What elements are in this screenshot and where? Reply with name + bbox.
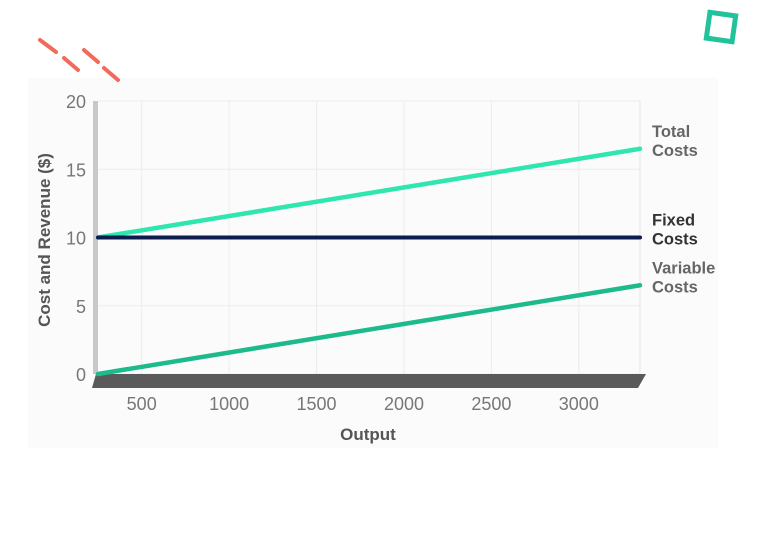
y-tick-label: 10 [66,229,86,249]
decoration-layer [38,9,739,82]
total-costs-line [95,146,643,240]
x-axis-title: Output [340,425,396,444]
label-line: Fixed [652,212,695,230]
total-costs-label: Total Costs [652,123,698,160]
variable-costs-line [95,283,643,377]
dash-icon [62,56,80,72]
series-lines [95,146,643,377]
dash-icon [38,38,58,54]
tick-labels: 0 5 10 15 20 500 1000 1500 2000 2500 3000 [66,92,599,414]
label-line: Costs [652,142,698,160]
y-tick-label: 0 [76,365,86,385]
x-axis-base [92,374,646,388]
label-line: Costs [652,278,698,296]
y-tick-label: 5 [76,297,86,317]
y-tick-label: 20 [66,92,86,112]
fixed-costs-label: Fixed Costs [652,212,698,249]
y-axis-title: Cost and Revenue ($) [35,153,54,327]
variable-costs-label: Variable Costs [652,259,715,296]
x-tick-label: 1000 [209,394,249,414]
square-outline-icon [703,9,739,45]
y-tick-label: 15 [66,160,86,180]
x-tick-label: 2000 [384,394,424,414]
dash-icon [102,66,120,82]
label-line: Variable [652,259,715,277]
dash-icon [82,48,100,64]
label-line: Total [652,123,690,141]
x-tick-label: 2500 [471,394,511,414]
label-line: Costs [652,231,698,249]
x-tick-label: 1500 [297,394,337,414]
x-tick-label: 500 [127,394,157,414]
y-axis-bar [93,101,98,374]
axes [92,101,646,388]
x-tick-label: 3000 [559,394,599,414]
